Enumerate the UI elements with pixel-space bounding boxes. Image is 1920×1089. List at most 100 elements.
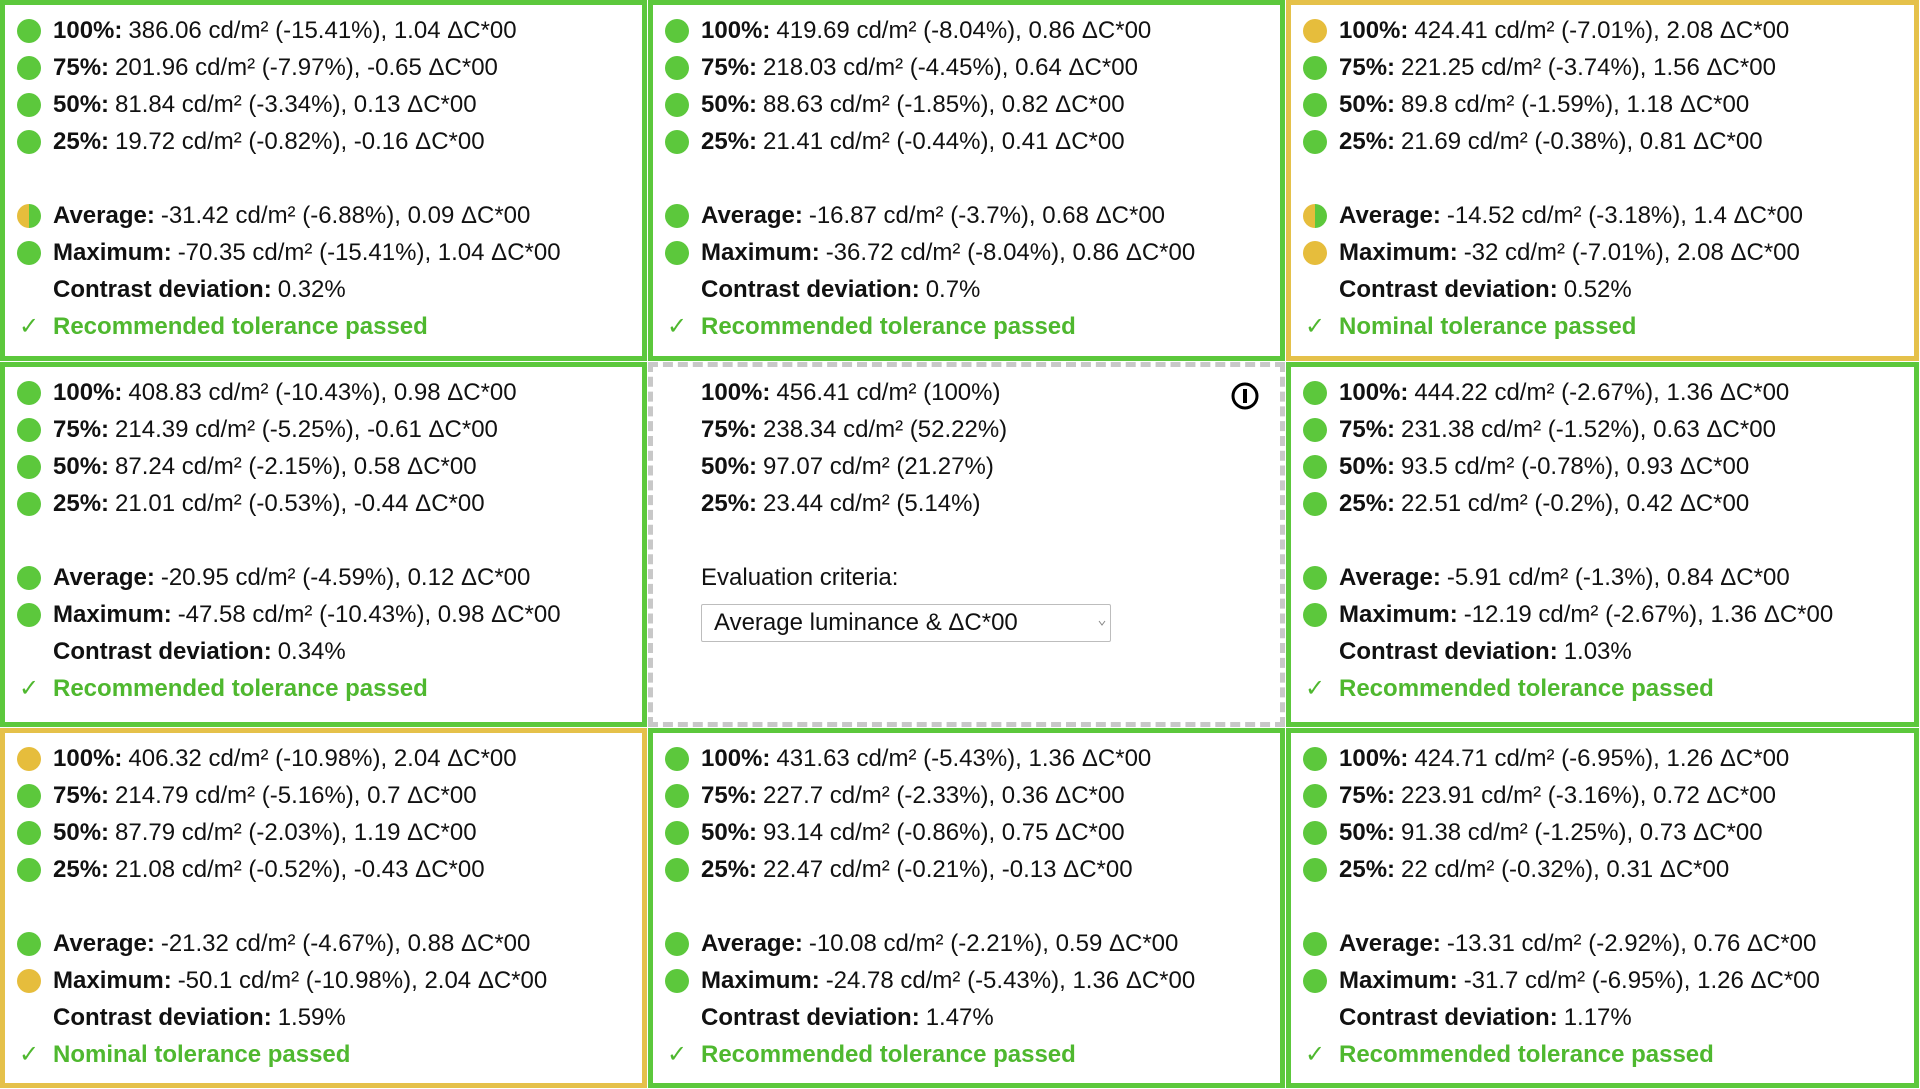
- status-dot: [1303, 931, 1327, 956]
- row-value: -13.31 cd/m² (-2.92%), 0.76 ΔC*00: [1446, 930, 1817, 957]
- row-label: Average:: [1339, 564, 1441, 591]
- status-dot: [17, 857, 41, 882]
- result-text: Recommended tolerance passed: [53, 675, 428, 702]
- row-label: Contrast deviation:: [1339, 1004, 1558, 1031]
- row-label: 75%:: [53, 416, 110, 443]
- measurement-row: Maximum: -24.78 cd/m² (-5.43%), 1.36 ΔC*0…: [665, 962, 1280, 999]
- row-value: 0.52%: [1563, 276, 1632, 303]
- check-icon: ✓: [18, 675, 40, 702]
- status-dot: [665, 931, 689, 956]
- measurement-row: Contrast deviation: 0.32%: [17, 271, 642, 308]
- uniformity-cell: 100%: 406.32 cd/m² (-10.98%), 2.04 ΔC*00 7…: [0, 728, 647, 1088]
- row-label: 50%:: [701, 91, 758, 118]
- measurement-row: Average: -20.95 cd/m² (-4.59%), 0.12 ΔC*0…: [17, 559, 642, 596]
- result: ✓ Recommended tolerance passed: [665, 308, 1280, 345]
- status-dot: [1303, 746, 1327, 771]
- check-icon: ✓: [666, 313, 688, 340]
- row-label: 100%:: [1339, 379, 1409, 406]
- status-dot: [17, 240, 41, 265]
- row-value: 1.17%: [1563, 1004, 1632, 1031]
- uniformity-cell: 100%: 444.22 cd/m² (-2.67%), 1.36 ΔC*00 75…: [1286, 362, 1919, 727]
- row-value: 201.96 cd/m² (-7.97%), -0.65 ΔC*00: [115, 54, 498, 81]
- measurement-row: 75%: 238.34 cd/m² (52.22%): [665, 411, 1280, 448]
- row-value: -10.08 cd/m² (-2.21%), 0.59 ΔC*00: [808, 930, 1179, 957]
- row-value: 221.25 cd/m² (-3.74%), 1.56 ΔC*00: [1401, 54, 1776, 81]
- measurement-row: Contrast deviation: 1.59%: [17, 999, 642, 1036]
- dropdown-arrow: [1098, 620, 1106, 626]
- measurement-row: Contrast deviation: 1.17%: [1303, 999, 1914, 1036]
- check-icon: ✓: [18, 313, 40, 340]
- measurement-row: Contrast deviation: 1.03%: [1303, 633, 1914, 670]
- row-value: 93.5 cd/m² (-0.78%), 0.93 ΔC*00: [1401, 453, 1750, 480]
- row-label: 100%:: [701, 17, 771, 44]
- measurement-row: 25%: 21.01 cd/m² (-0.53%), -0.44 ΔC*00: [17, 485, 642, 522]
- spacer: [17, 522, 642, 559]
- check-icon: ✓: [1304, 675, 1326, 702]
- row-value: 0.34%: [277, 638, 346, 665]
- status-dot: [17, 746, 41, 771]
- measurement-row: 50%: 81.84 cd/m² (-3.34%), 0.13 ΔC*00: [17, 86, 642, 123]
- row-label: 75%:: [1339, 54, 1396, 81]
- row-label: 100%:: [53, 17, 123, 44]
- row-label: Average:: [701, 930, 803, 957]
- row-label: 25%:: [701, 490, 758, 517]
- status-dot: [1303, 129, 1327, 154]
- status-dot: [665, 783, 689, 808]
- row-value: 218.03 cd/m² (-4.45%), 0.64 ΔC*00: [763, 54, 1138, 81]
- measurement-row: 100%: 444.22 cd/m² (-2.67%), 1.36 ΔC*00: [1303, 374, 1914, 411]
- measurement-row: Maximum: -12.19 cd/m² (-2.67%), 1.36 ΔC*0…: [1303, 596, 1914, 633]
- status-dot: [665, 857, 689, 882]
- row-value: 87.24 cd/m² (-2.15%), 0.58 ΔC*00: [115, 453, 477, 480]
- row-value: -31.7 cd/m² (-6.95%), 1.26 ΔC*00: [1463, 967, 1820, 994]
- measurement-row: 100%: 408.83 cd/m² (-10.43%), 0.98 ΔC*00: [17, 374, 642, 411]
- spacer: [1303, 160, 1914, 197]
- row-value: -70.35 cd/m² (-15.41%), 1.04 ΔC*00: [177, 239, 561, 266]
- row-value: 0.7%: [925, 276, 981, 303]
- row-value: -36.72 cd/m² (-8.04%), 0.86 ΔC*00: [825, 239, 1196, 266]
- result-text: Nominal tolerance passed: [1339, 313, 1637, 340]
- measurement-row: 25%: 21.69 cd/m² (-0.38%), 0.81 ΔC*00: [1303, 123, 1914, 160]
- status-dot: [665, 820, 689, 845]
- status-dot: [17, 602, 41, 627]
- measurement-row: 75%: 221.25 cd/m² (-3.74%), 1.56 ΔC*00: [1303, 49, 1914, 86]
- row-value: 231.38 cd/m² (-1.52%), 0.63 ΔC*00: [1401, 416, 1776, 443]
- row-value: 1.47%: [925, 1004, 994, 1031]
- spacer: [665, 888, 1280, 925]
- measurement-row: 25%: 19.72 cd/m² (-0.82%), -0.16 ΔC*00: [17, 123, 642, 160]
- row-label: Maximum:: [53, 967, 172, 994]
- row-value: 22.47 cd/m² (-0.21%), -0.13 ΔC*00: [763, 856, 1133, 883]
- measurement-row: 50%: 87.24 cd/m² (-2.15%), 0.58 ΔC*00: [17, 448, 642, 485]
- check-icon: ✓: [1304, 313, 1326, 340]
- row-value: 408.83 cd/m² (-10.43%), 0.98 ΔC*00: [128, 379, 517, 406]
- status-dot: [17, 18, 41, 43]
- criteria-select[interactable]: Average luminance & ΔC*00: [701, 604, 1111, 642]
- measurement-row: 25%: 22.51 cd/m² (-0.2%), 0.42 ΔC*00: [1303, 485, 1914, 522]
- result-text: Recommended tolerance passed: [53, 313, 428, 340]
- row-label: 75%:: [53, 782, 110, 809]
- result: ✓ Recommended tolerance passed: [17, 670, 642, 707]
- row-label: 50%:: [1339, 819, 1396, 846]
- status-dot: [1303, 454, 1327, 479]
- row-label: 100%:: [1339, 17, 1409, 44]
- row-value: 456.41 cd/m² (100%): [776, 379, 1001, 406]
- result-text: Nominal tolerance passed: [53, 1041, 351, 1068]
- status-dot: [1303, 602, 1327, 627]
- row-label: 75%:: [1339, 416, 1396, 443]
- status-dot: [17, 417, 41, 442]
- criteria-label-row: Evaluation criteria:: [665, 559, 1280, 596]
- measurement-row: 75%: 214.79 cd/m² (-5.16%), 0.7 ΔC*00: [17, 777, 642, 814]
- row-label: Average:: [701, 202, 803, 229]
- status-dot: [17, 820, 41, 845]
- row-label: 100%:: [53, 745, 123, 772]
- measurement-row: 100%: 424.71 cd/m² (-6.95%), 1.26 ΔC*00: [1303, 740, 1914, 777]
- measurement-row: 100%: 424.41 cd/m² (-7.01%), 2.08 ΔC*00: [1303, 12, 1914, 49]
- row-value: -50.1 cd/m² (-10.98%), 2.04 ΔC*00: [177, 967, 548, 994]
- status-dot: [17, 491, 41, 516]
- status-dot: [1303, 565, 1327, 590]
- row-value: 21.69 cd/m² (-0.38%), 0.81 ΔC*00: [1401, 128, 1763, 155]
- row-label: 25%:: [53, 128, 110, 155]
- row-label: 75%:: [701, 416, 758, 443]
- row-label: 25%:: [701, 856, 758, 883]
- row-label: Maximum:: [1339, 239, 1458, 266]
